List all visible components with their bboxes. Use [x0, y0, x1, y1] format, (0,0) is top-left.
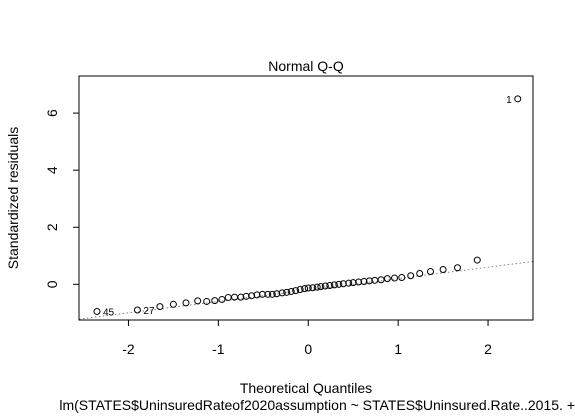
data-point — [253, 291, 261, 299]
x-tick-label: -1 — [212, 341, 225, 357]
y-tick-label: 0 — [44, 280, 60, 288]
x-tick-label: -2 — [122, 341, 135, 357]
data-point — [133, 306, 141, 314]
x-tick-label: 0 — [304, 341, 312, 357]
data-point — [237, 293, 245, 301]
data-point — [335, 280, 343, 288]
data-point — [439, 265, 447, 273]
data-point — [355, 278, 363, 286]
points-layer — [93, 95, 522, 315]
data-point — [330, 281, 338, 289]
data-point — [283, 288, 291, 296]
data-point — [156, 303, 164, 311]
data-point — [365, 277, 373, 285]
data-point — [514, 95, 522, 103]
y-axis-label: Standardized residuals — [5, 127, 21, 269]
data-point — [264, 290, 272, 298]
point-label: 45 — [103, 307, 115, 318]
data-point — [453, 264, 461, 272]
data-point — [360, 277, 368, 285]
data-point — [309, 284, 317, 292]
point-label: 27 — [143, 306, 155, 317]
point-label: 1 — [506, 95, 512, 106]
x-tick-label: 1 — [394, 341, 402, 357]
data-point — [473, 256, 481, 264]
data-point — [377, 276, 385, 284]
data-point — [248, 292, 256, 300]
data-point — [278, 289, 286, 297]
data-point — [203, 297, 211, 305]
data-point — [383, 275, 391, 283]
data-point — [317, 283, 325, 291]
x-axis-label: Theoretical Quantiles — [240, 380, 372, 396]
data-point — [218, 295, 226, 303]
data-point — [321, 282, 329, 290]
point-labels-layer: 1 45 27 — [103, 95, 512, 319]
y-tick-label: 6 — [44, 109, 60, 117]
data-point — [169, 300, 177, 308]
data-point — [326, 281, 334, 289]
plot-frame — [78, 75, 534, 321]
data-point — [273, 290, 281, 298]
chart-title: Normal Q-Q — [268, 58, 344, 74]
data-point — [292, 287, 300, 295]
data-point — [211, 297, 219, 305]
data-point — [258, 290, 266, 298]
y-tick-label: 4 — [44, 166, 60, 174]
data-point — [268, 290, 276, 298]
data-point — [427, 267, 435, 275]
x-tick-label: 2 — [484, 341, 492, 357]
data-point — [407, 272, 415, 280]
data-point — [391, 274, 399, 282]
data-point — [304, 284, 312, 292]
data-point — [398, 273, 406, 281]
y-axis: 0 2 4 6 — [44, 109, 79, 288]
y-tick-label: 2 — [44, 223, 60, 231]
model-formula-caption: lm(STATES$UninsuredRateof2020assumption … — [59, 397, 575, 413]
data-point — [339, 280, 347, 288]
data-point — [93, 307, 101, 315]
data-point — [301, 285, 309, 293]
data-point — [287, 287, 295, 295]
data-point — [345, 279, 353, 287]
data-point — [194, 297, 202, 305]
data-point — [416, 269, 424, 277]
data-point — [313, 283, 321, 291]
data-point — [349, 279, 357, 287]
x-axis: -2 -1 0 1 2 — [122, 320, 492, 357]
data-point — [224, 293, 232, 301]
data-point — [182, 299, 190, 307]
data-point — [242, 292, 250, 300]
data-point — [296, 285, 304, 293]
